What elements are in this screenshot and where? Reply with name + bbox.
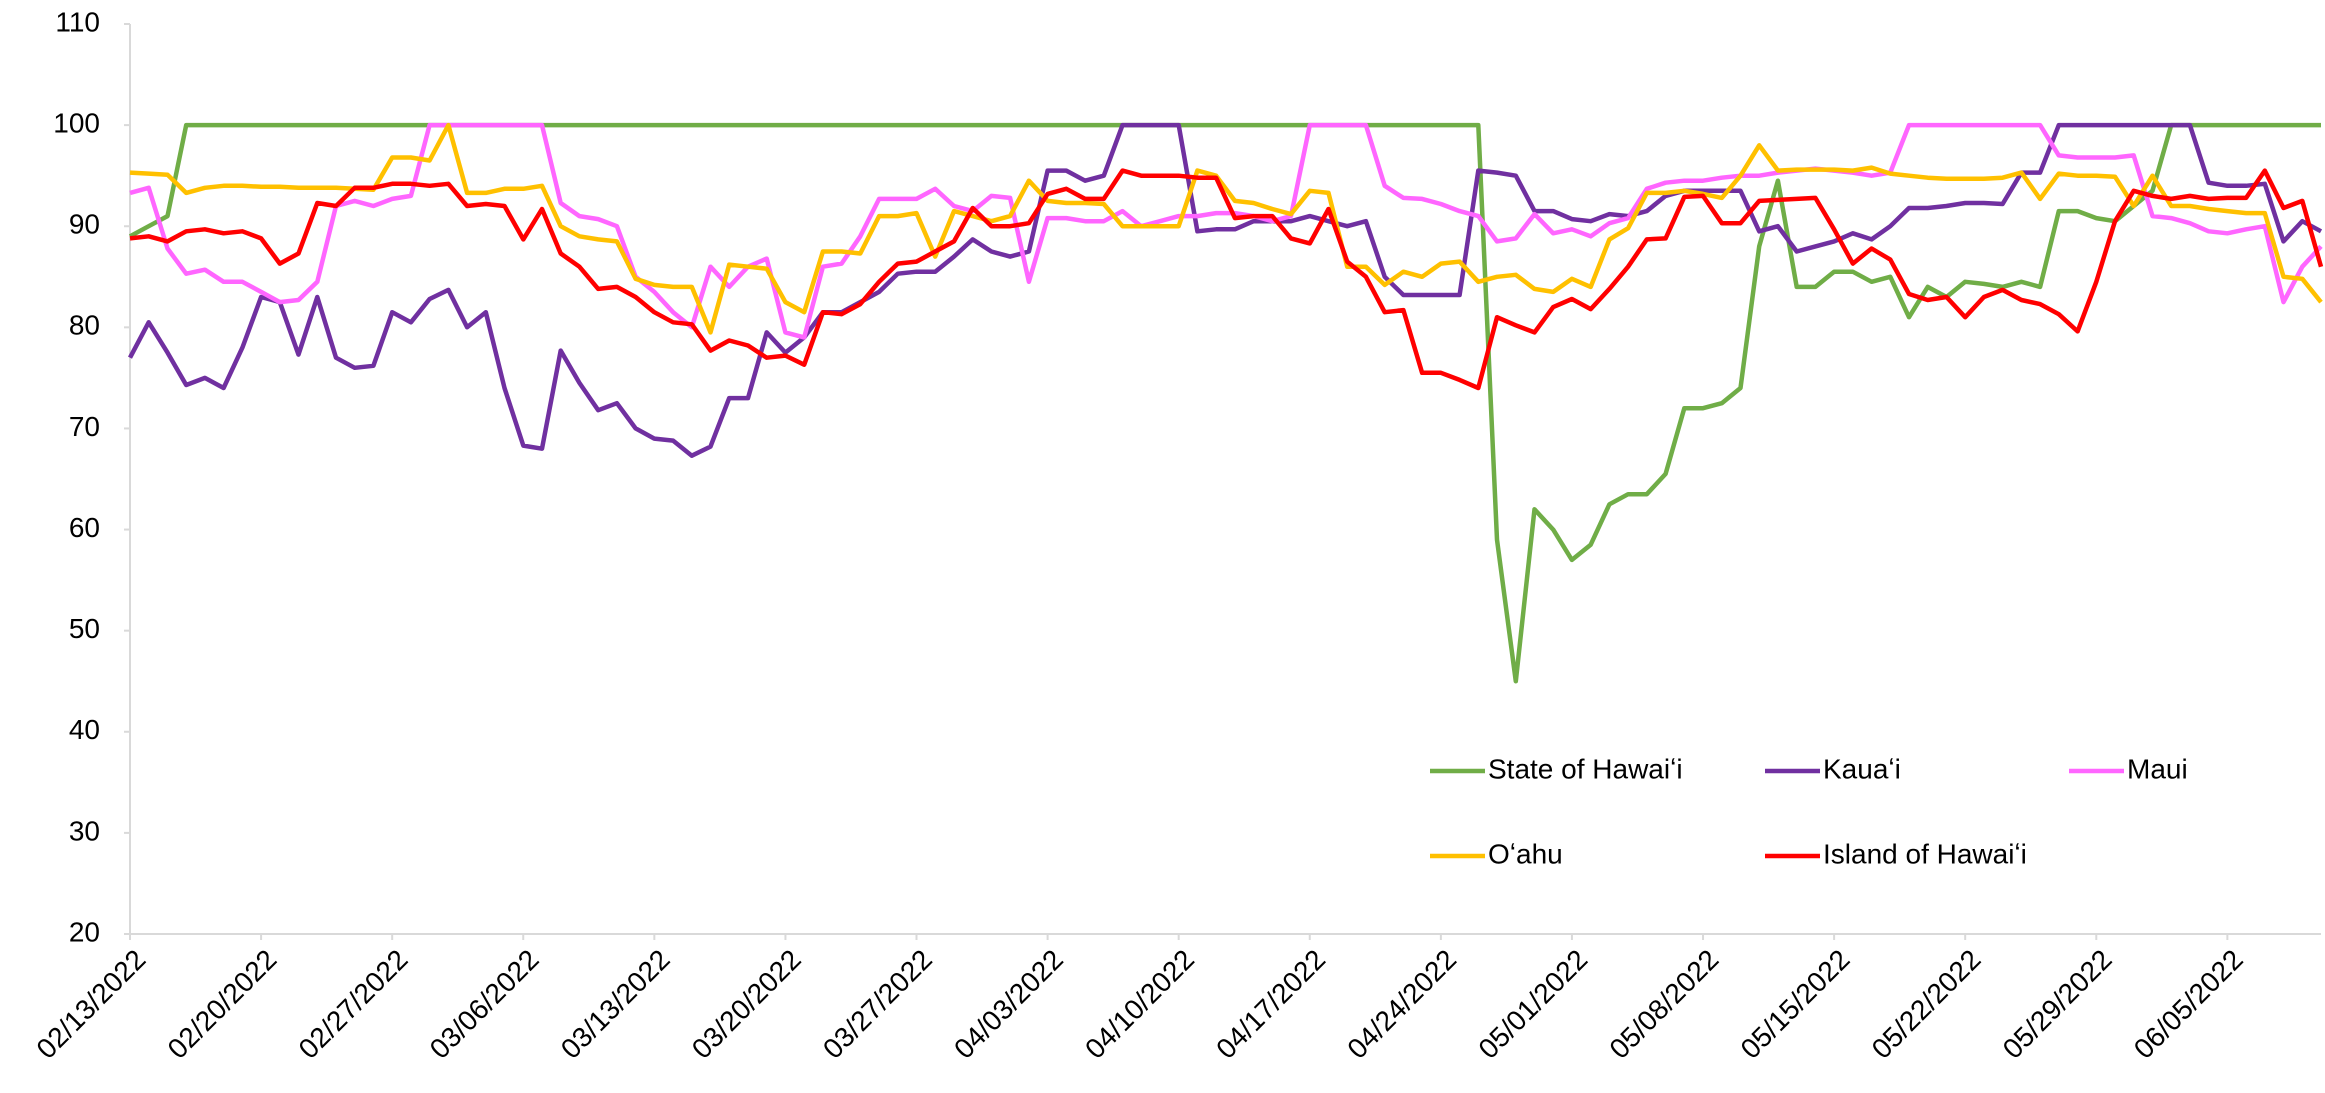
series-line: [128, 122, 2323, 458]
y-tick-label: 70: [69, 411, 100, 442]
x-tick-label: 03/13/2022: [555, 944, 676, 1065]
y-tick-label: 60: [69, 512, 100, 543]
x-tick-label: 04/17/2022: [1210, 944, 1331, 1065]
legend-label: State of Hawaiʻi: [1488, 753, 1683, 784]
x-tick-label: 02/27/2022: [293, 944, 414, 1065]
series-line: [129, 168, 2324, 391]
x-tick-label: 03/20/2022: [686, 944, 807, 1065]
x-tick-label: 04/24/2022: [1341, 944, 1462, 1065]
y-tick-label: 90: [69, 209, 100, 240]
x-tick-label: 03/27/2022: [817, 944, 938, 1065]
y-tick-label: 30: [69, 815, 100, 846]
y-tick-label: 100: [53, 108, 100, 139]
y-tick-label: 80: [69, 310, 100, 341]
x-tick-label: 05/08/2022: [1603, 944, 1724, 1065]
y-tick-label: 20: [69, 916, 100, 947]
x-tick-label: 05/22/2022: [1866, 944, 1987, 1065]
series-line: [129, 122, 2323, 335]
x-tick-label: 05/01/2022: [1472, 944, 1593, 1065]
series-line: [129, 122, 2323, 340]
legend-label: Kauaʻi: [1823, 753, 1901, 784]
x-tick-label: 04/10/2022: [1079, 944, 1200, 1065]
y-tick-label: 40: [69, 714, 100, 745]
y-tick-label: 50: [69, 613, 100, 644]
x-tick-label: 02/13/2022: [30, 944, 151, 1065]
x-tick-label: 05/15/2022: [1735, 944, 1856, 1065]
legend-label: Maui: [2127, 753, 2188, 784]
x-tick-label: 02/20/2022: [162, 944, 283, 1065]
x-tick-label: 03/06/2022: [424, 944, 545, 1065]
series-line: [128, 122, 2321, 684]
legend-label: Oʻahu: [1488, 838, 1563, 869]
y-tick-label: 110: [55, 6, 100, 37]
x-tick-label: 06/05/2022: [2128, 944, 2249, 1065]
x-tick-label: 05/29/2022: [1997, 944, 2118, 1065]
legend-label: Island of Hawaiʻi: [1823, 838, 2027, 869]
x-tick-label: 04/03/2022: [948, 944, 1069, 1065]
